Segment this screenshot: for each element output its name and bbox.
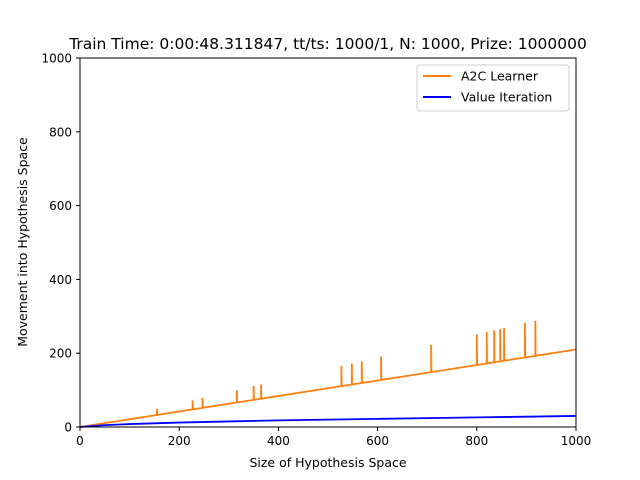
x-tick-label: 200 <box>168 434 191 448</box>
chart-title: Train Time: 0:00:48.311847, tt/ts: 1000/… <box>68 35 587 53</box>
y-tick-label: 200 <box>49 347 72 361</box>
legend-label-a2c-learner: A2C Learner <box>461 69 539 84</box>
series-line-a2c-learner <box>79 320 577 428</box>
x-tick-label: 400 <box>267 434 290 448</box>
x-tick-label: 1000 <box>561 434 592 448</box>
x-tick-label: 800 <box>465 434 488 448</box>
series-layer <box>79 320 577 428</box>
x-tick-label: 0 <box>76 434 84 448</box>
y-axis: 0 200 400 600 800 1000 <box>41 52 80 435</box>
y-tick-label: 600 <box>49 199 72 213</box>
legend: A2C Learner Value Iteration <box>416 64 570 112</box>
x-axis: 0 200 400 600 800 1000 <box>76 427 591 448</box>
x-axis-label: Size of Hypothesis Space <box>249 455 406 470</box>
series-line-value-iteration <box>79 415 577 428</box>
y-tick-label: 0 <box>64 421 72 435</box>
y-tick-label: 400 <box>49 273 72 287</box>
plot-frame <box>79 57 577 428</box>
x-tick-label: 600 <box>366 434 389 448</box>
legend-box <box>416 64 570 112</box>
y-axis-label: Movement into Hypothesis Space <box>15 137 30 347</box>
y-tick-label: 800 <box>49 125 72 139</box>
y-tick-label: 1000 <box>41 52 72 66</box>
legend-label-value-iteration: Value Iteration <box>461 90 552 105</box>
